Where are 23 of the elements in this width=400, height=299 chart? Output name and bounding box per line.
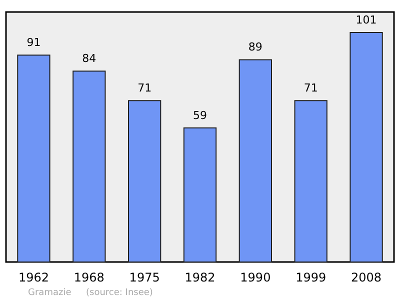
x-tick-label: 2008 bbox=[351, 270, 382, 284]
bar bbox=[238, 59, 272, 262]
x-tick-label: 1975 bbox=[129, 270, 160, 284]
data-label: 71 bbox=[304, 82, 318, 95]
bar bbox=[72, 70, 106, 262]
x-tick-label: 1962 bbox=[18, 270, 49, 284]
data-label: 71 bbox=[138, 82, 152, 95]
data-label: 89 bbox=[248, 40, 262, 54]
data-label: 101 bbox=[356, 13, 377, 26]
x-tick-label: 1982 bbox=[184, 270, 216, 284]
bar bbox=[350, 32, 383, 262]
x-tick-label: 1968 bbox=[74, 270, 104, 284]
data-label: 59 bbox=[193, 108, 207, 122]
bar bbox=[17, 54, 50, 262]
x-tick-label: 1999 bbox=[296, 270, 326, 284]
text: Gramazie bbox=[28, 288, 72, 298]
bar bbox=[183, 127, 217, 262]
data-label: 84 bbox=[82, 52, 96, 66]
bar bbox=[128, 100, 162, 262]
bar bbox=[294, 100, 328, 262]
data-label: 91 bbox=[26, 36, 41, 50]
text: (source: Insee) bbox=[86, 288, 153, 298]
x-tick-label: 1990 bbox=[240, 270, 271, 284]
